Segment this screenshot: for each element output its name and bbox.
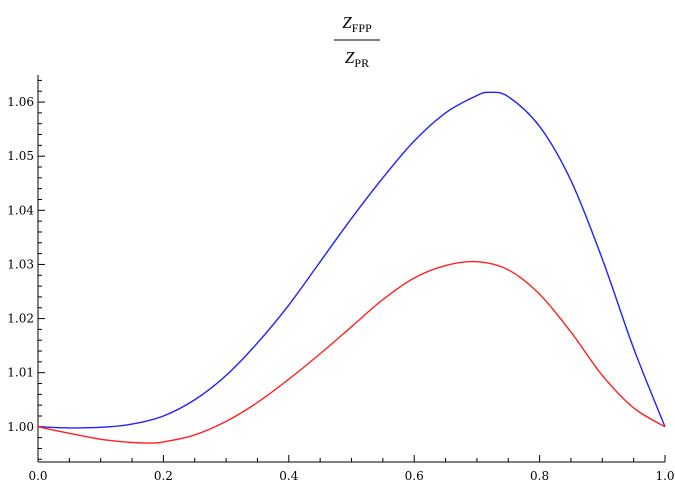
- title-numerator-sub: FPP: [352, 21, 372, 35]
- title-denominator-main: Z: [345, 48, 355, 67]
- y-tick-label: 1.02: [7, 312, 34, 326]
- series-group: [37, 91, 666, 444]
- x-tick-label: 1.0: [655, 469, 674, 483]
- y-tick-label: 1.01: [7, 366, 34, 380]
- x-tick-label: 0.6: [405, 469, 424, 483]
- series-line-red: [37, 260, 666, 444]
- y-tick-label: 1.03: [7, 257, 34, 271]
- chart-title: ZFPP ZPR: [334, 13, 380, 70]
- title-numerator: ZFPP: [342, 13, 372, 35]
- x-tick-label: 0.8: [530, 469, 549, 483]
- title-denominator: ZPR: [345, 48, 369, 70]
- y-tick-label: 1.06: [7, 95, 34, 109]
- y-tick-label: 1.04: [7, 203, 34, 217]
- x-tick-label: 0.0: [28, 469, 47, 483]
- y-tick-label: 1.00: [7, 420, 34, 434]
- series-line-blue: [37, 91, 666, 429]
- axes: 0.0 0.2 0.4 0.6 0.8 1.0 1.00 1.01 1.02 1.03 1.04 1.…: [7, 75, 675, 483]
- title-numerator-main: Z: [342, 13, 352, 32]
- title-denominator-sub: PR: [354, 56, 369, 70]
- y-tick-label: 1.05: [7, 149, 34, 163]
- x-tick-label: 0.4: [279, 469, 298, 483]
- x-tick-label: 0.2: [154, 469, 173, 483]
